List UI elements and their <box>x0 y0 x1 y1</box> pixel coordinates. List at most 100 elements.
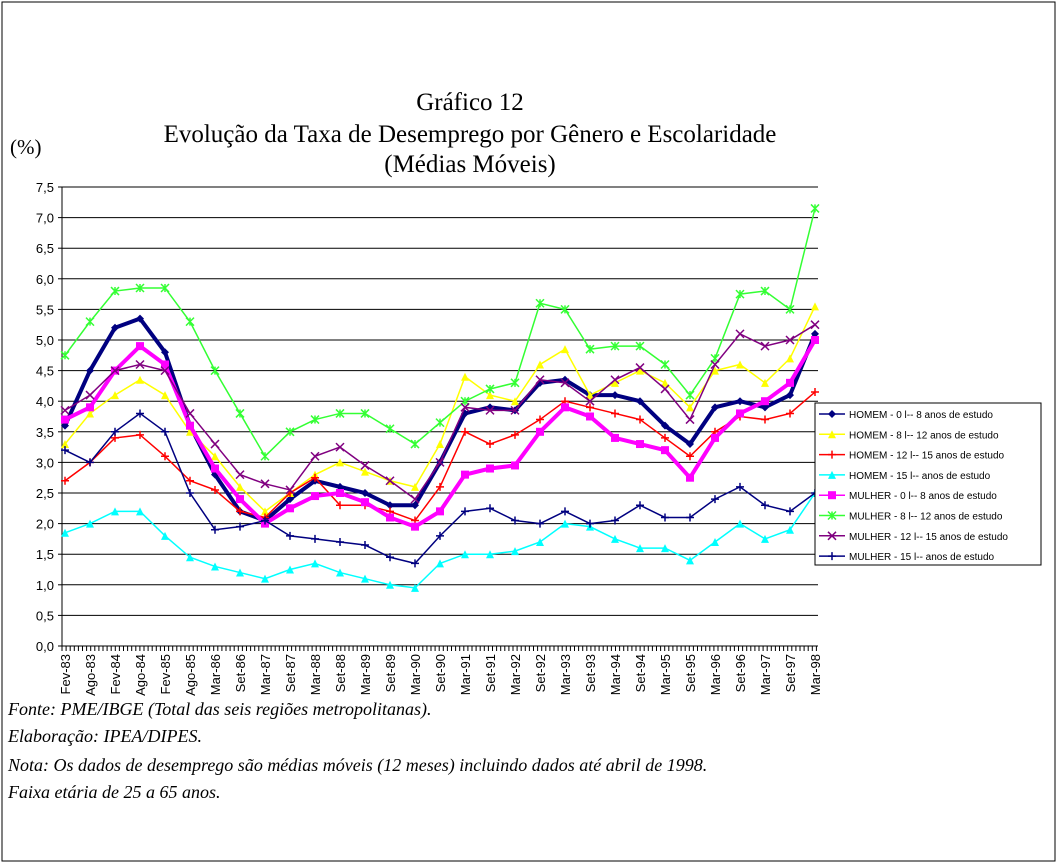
x-tick-label: Mar-98 <box>808 654 823 695</box>
marker <box>410 494 420 504</box>
marker <box>610 341 620 351</box>
marker <box>411 522 419 531</box>
marker <box>436 440 444 449</box>
marker <box>560 378 570 388</box>
marker <box>361 467 369 476</box>
marker <box>536 360 544 369</box>
marker <box>786 507 794 516</box>
x-tick-label: Set-95 <box>683 654 698 692</box>
legend-label: HOMEM - 0 l-- 8 anos de estudo <box>849 410 993 421</box>
legend-label: HOMEM - 15 l-- anos de estudo <box>849 471 991 482</box>
marker <box>827 531 837 541</box>
marker <box>160 283 170 293</box>
marker <box>210 366 220 376</box>
marker <box>810 320 820 330</box>
marker <box>161 360 169 369</box>
marker <box>311 559 319 568</box>
y-tick-label: 0,0 <box>36 639 54 654</box>
marker <box>311 473 319 482</box>
note: Faixa etária de 25 a 65 anos. <box>7 782 220 802</box>
marker <box>186 553 194 562</box>
marker <box>60 350 70 360</box>
marker <box>361 489 369 497</box>
marker <box>136 342 144 351</box>
marker <box>211 452 219 461</box>
x-tick-label: Set-92 <box>533 654 548 692</box>
marker <box>828 410 836 418</box>
marker <box>85 317 95 327</box>
x-tick-label: Mar-90 <box>408 654 423 695</box>
marker <box>360 408 370 418</box>
marker <box>436 559 444 568</box>
marker <box>586 391 594 400</box>
marker <box>385 424 395 434</box>
y-tick-label: 7,5 <box>36 180 54 195</box>
marker <box>186 489 194 497</box>
marker <box>161 452 169 461</box>
marker <box>611 391 619 400</box>
marker <box>335 408 345 418</box>
note: Nota: Os dados de desemprego são médias … <box>7 755 707 776</box>
marker <box>561 345 569 354</box>
marker <box>736 397 744 406</box>
marker <box>136 430 144 439</box>
marker <box>61 440 69 449</box>
marker <box>828 552 836 561</box>
x-tick-label: Mar-87 <box>258 654 273 695</box>
marker <box>111 427 119 436</box>
marker <box>61 446 69 455</box>
marker <box>536 537 544 546</box>
marker <box>661 378 669 387</box>
marker <box>86 458 94 467</box>
marker <box>828 470 836 479</box>
marker <box>785 335 795 345</box>
marker <box>686 403 694 412</box>
marker <box>285 427 295 437</box>
marker <box>61 476 69 485</box>
marker <box>161 531 169 540</box>
marker <box>661 433 669 442</box>
marker <box>686 556 694 565</box>
marker <box>361 541 369 550</box>
marker <box>310 451 320 461</box>
marker <box>711 366 719 375</box>
marker <box>211 464 219 473</box>
x-tick-label: Mar-94 <box>608 654 623 695</box>
y-tick-label: 0,5 <box>36 608 54 623</box>
marker <box>411 482 419 491</box>
marker <box>186 421 194 430</box>
y-tick-label: 5,5 <box>36 302 54 317</box>
marker <box>135 283 145 293</box>
marker <box>636 501 644 510</box>
marker <box>735 329 745 339</box>
marker <box>211 485 219 494</box>
marker <box>761 378 769 387</box>
marker <box>111 391 119 400</box>
marker <box>61 528 69 537</box>
marker <box>636 440 644 449</box>
x-tick-label: Mar-96 <box>708 654 723 695</box>
x-tick-label: Mar-89 <box>358 654 373 695</box>
marker <box>786 391 794 400</box>
note: Fonte: PME/IBGE (Total das seis regiões … <box>7 699 431 720</box>
x-tick-label: Set-86 <box>233 654 248 692</box>
marker <box>511 461 519 470</box>
marker <box>435 418 445 428</box>
marker <box>786 354 794 363</box>
marker <box>485 405 495 415</box>
marker <box>411 501 419 510</box>
marker <box>461 507 469 516</box>
marker <box>828 430 836 439</box>
marker <box>210 439 220 449</box>
marker <box>160 366 170 376</box>
marker <box>110 366 120 376</box>
note: Elaboração: IPEA/DIPES. <box>7 726 202 746</box>
marker <box>135 359 145 370</box>
marker <box>436 531 444 540</box>
marker <box>661 446 669 455</box>
marker <box>86 519 94 528</box>
marker <box>786 378 794 387</box>
marker <box>461 550 469 559</box>
legend-label: HOMEM - 12 l-- 15 anos de estudo <box>849 451 1005 462</box>
